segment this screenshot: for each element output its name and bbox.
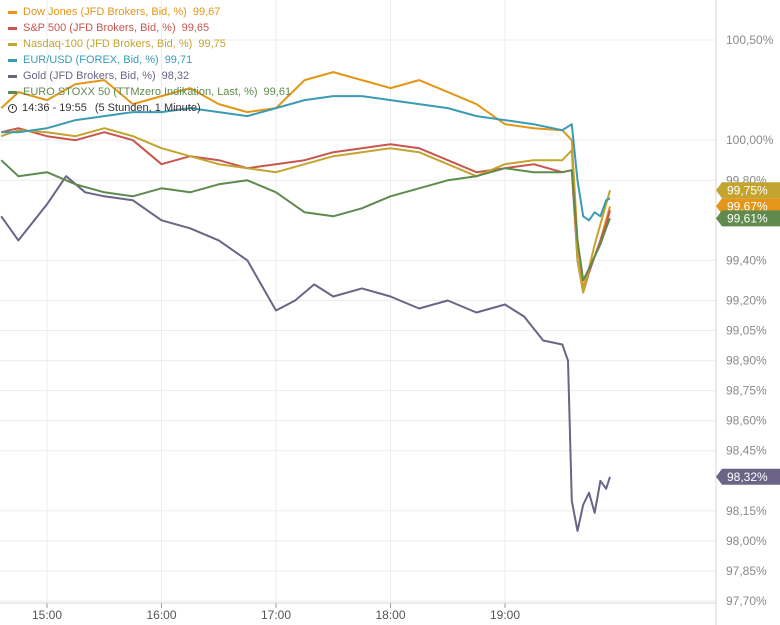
time-range: 14:36 - 19:55 (5 Stunden, 1 Minute)	[8, 100, 291, 116]
clock-icon	[8, 103, 17, 113]
y-tick-label: 98,60%	[726, 414, 767, 428]
legend-item: S&P 500 (JFD Brokers, Bid, %) 99,65	[8, 20, 291, 36]
legend-item: Gold (JFD Brokers, Bid, %) 98,32	[8, 68, 291, 84]
legend-label: Nasdaq-100 (JFD Brokers, Bid, %)	[23, 38, 193, 50]
y-tick-label: 97,70%	[726, 594, 767, 608]
y-tick-label: 98,15%	[726, 504, 767, 518]
y-tick-label: 99,05%	[726, 324, 767, 338]
value-badge-shape	[716, 198, 780, 215]
legend-swatch	[8, 26, 17, 30]
x-tick-label: 19:00	[490, 608, 520, 622]
legend-item: Dow Jones (JFD Brokers, Bid, %) 99,67	[8, 4, 291, 20]
time-range-label: 14:36 - 19:55	[22, 102, 87, 114]
y-tick-label: 98,45%	[726, 444, 767, 458]
x-tick-label: 15:00	[32, 608, 62, 622]
y-tick-label: 99,20%	[726, 293, 767, 307]
legend-label: EURO STOXX 50 (TTMzero Indikation, Last,…	[23, 86, 258, 98]
value-badge-label: 99,67%	[727, 199, 768, 213]
series-line	[0, 127, 611, 294]
value-badge: 99,75%	[716, 182, 780, 199]
x-tick-label: 17:00	[261, 608, 291, 622]
y-tick-label: 99,40%	[726, 253, 767, 267]
legend-value: 99,75	[198, 38, 226, 50]
legend: Dow Jones (JFD Brokers, Bid, %) 99,67 S&P…	[8, 4, 291, 116]
legend-swatch	[8, 74, 17, 78]
series-line	[1, 95, 611, 222]
legend-value: 99,61	[263, 86, 292, 98]
legend-label: EUR/USD (FOREX, Bid, %)	[23, 54, 159, 66]
value-badge-label: 99,61%	[727, 211, 768, 225]
value-badge-shape	[716, 182, 780, 199]
y-tick-label: 100,50%	[726, 33, 774, 47]
y-tick-label: 97,85%	[726, 564, 767, 578]
legend-label: Gold (JFD Brokers, Bid, %)	[23, 70, 156, 82]
legend-value: 99,67	[192, 6, 221, 18]
legend-value: 99,71	[164, 54, 193, 66]
legend-swatch	[8, 42, 17, 46]
series-line	[0, 175, 611, 532]
series-line	[0, 159, 611, 282]
value-badge: 99,61%	[716, 210, 780, 227]
value-badge-shape	[716, 468, 780, 485]
legend-swatch	[8, 58, 17, 62]
legend-item: EUR/USD (FOREX, Bid, %) 99,71	[8, 52, 291, 68]
legend-value: 99,65	[181, 22, 210, 34]
value-badge-label: 98,32%	[727, 470, 768, 484]
y-tick-label: 100,00%	[726, 133, 774, 147]
legend-label: S&P 500 (JFD Brokers, Bid, %)	[23, 22, 176, 34]
series-line	[0, 127, 611, 294]
y-tick-label: 98,90%	[726, 354, 767, 368]
legend-swatch	[8, 90, 17, 94]
value-badge-shape	[716, 210, 780, 227]
time-span-label: (5 Stunden, 1 Minute)	[94, 102, 201, 114]
legend-item: Nasdaq-100 (JFD Brokers, Bid, %) 99,75	[8, 36, 291, 52]
x-tick-label: 18:00	[375, 608, 405, 622]
legend-label: Dow Jones (JFD Brokers, Bid, %)	[23, 6, 187, 18]
y-tick-label: 98,00%	[726, 534, 767, 548]
legend-item: EURO STOXX 50 (TTMzero Indikation, Last,…	[8, 84, 291, 100]
value-badge: 98,32%	[716, 468, 780, 485]
y-tick-label: 98,75%	[726, 384, 767, 398]
value-badge-label: 99,75%	[727, 183, 768, 197]
legend-swatch	[8, 10, 17, 14]
value-badge: 99,67%	[716, 198, 780, 215]
legend-value: 98,32	[161, 70, 190, 82]
x-tick-label: 16:00	[146, 608, 176, 622]
